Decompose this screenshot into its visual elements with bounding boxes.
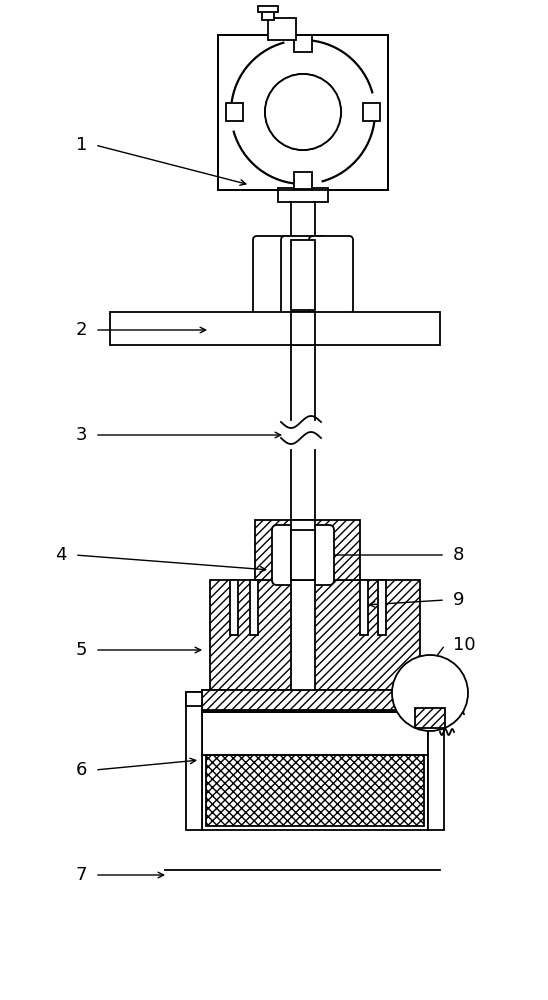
Bar — [262, 10, 274, 20]
Bar — [294, 35, 312, 52]
Text: 8: 8 — [453, 546, 464, 564]
Text: 9: 9 — [453, 591, 465, 609]
Bar — [226, 103, 243, 121]
Bar — [218, 35, 388, 190]
FancyBboxPatch shape — [253, 236, 297, 314]
Text: 6: 6 — [76, 761, 87, 779]
Bar — [378, 580, 386, 635]
FancyBboxPatch shape — [309, 236, 353, 314]
Bar — [202, 712, 428, 830]
Text: A: A — [453, 701, 465, 719]
Bar — [186, 692, 202, 706]
Bar — [291, 520, 315, 580]
Circle shape — [265, 74, 341, 150]
Bar — [291, 312, 315, 345]
Bar — [360, 580, 368, 635]
Text: 2: 2 — [76, 321, 87, 339]
Circle shape — [265, 74, 341, 150]
Bar — [218, 35, 388, 190]
Bar — [415, 708, 445, 728]
Text: 7: 7 — [76, 866, 87, 884]
Text: 1: 1 — [76, 136, 87, 154]
Text: 4: 4 — [55, 546, 67, 564]
Bar — [186, 692, 202, 830]
Bar — [202, 690, 428, 710]
Bar — [291, 530, 315, 580]
Bar — [258, 6, 278, 12]
Bar — [268, 18, 296, 40]
Bar — [278, 188, 328, 202]
Bar — [255, 520, 360, 580]
Bar — [250, 580, 258, 635]
Bar — [210, 580, 420, 690]
Text: 5: 5 — [76, 641, 87, 659]
Text: 3: 3 — [76, 426, 87, 444]
FancyBboxPatch shape — [272, 525, 334, 585]
Bar — [294, 172, 312, 189]
Text: 10: 10 — [453, 636, 476, 654]
Bar — [428, 692, 444, 706]
Bar — [202, 690, 428, 710]
Bar — [291, 580, 315, 690]
FancyBboxPatch shape — [281, 236, 325, 314]
Bar — [230, 580, 238, 635]
Bar — [206, 755, 424, 826]
Bar — [291, 240, 315, 310]
Bar — [110, 312, 440, 345]
Bar — [428, 692, 444, 830]
Circle shape — [392, 655, 468, 731]
Bar — [363, 103, 380, 121]
